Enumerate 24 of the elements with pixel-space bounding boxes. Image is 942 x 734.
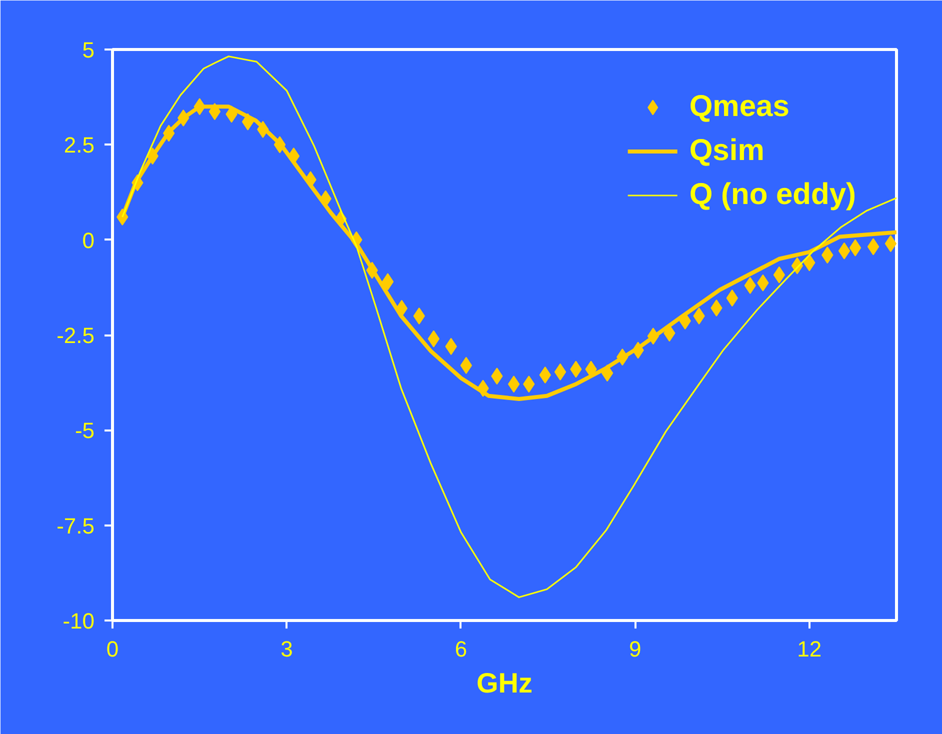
x-tick-label: 6 [454,636,468,662]
x-tick-label: 12 [797,636,822,662]
point [838,242,850,260]
y-tick-label: 2.5 [64,132,95,158]
y-tick-label: -2.5 [56,323,95,348]
legend-label: Q (no eddy) [689,178,856,212]
y-tick-label: 5 [82,38,95,62]
y-tick-label: -7.5 [56,513,95,538]
point [773,266,786,284]
y-tick-label: -10 [62,608,94,634]
point [460,356,472,374]
x-tick-label: 9 [629,636,642,662]
point [382,273,394,290]
legend-label: Qsim [689,134,764,168]
point [554,363,566,380]
legend-label: Qmeas [689,90,790,124]
x-tick-label: 0 [106,636,119,662]
x-tick-label: 3 [280,636,293,662]
y-tick-label: -5 [74,418,94,444]
y-tick-label: 0 [82,228,95,253]
point [849,239,862,256]
point [867,238,880,256]
point [508,376,520,393]
x-axis-title: GHz [476,668,532,698]
